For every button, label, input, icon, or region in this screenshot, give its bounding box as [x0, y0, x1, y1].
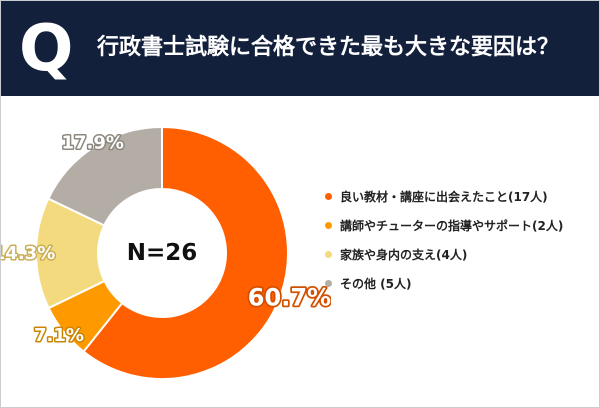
legend-label: その他 (5人) [340, 276, 412, 291]
percent-label-1: 60.7% [248, 284, 331, 312]
percent-label-3: 14.3% [1, 243, 55, 264]
center-label: N=26 [127, 240, 198, 266]
percent-label-4: 17.9% [61, 133, 123, 154]
legend-item-1: 良い教材・講座に出会えたこと(17人) [325, 187, 563, 205]
legend-item-3: 家族や身内の支え(4人) [325, 245, 563, 263]
percent-label-2: 7.1% [34, 325, 84, 346]
q-mark-icon: Q [19, 12, 74, 86]
chart-legend: 良い教材・講座に出会えたこと(17人) 講師やチューターの指導やサポート(2人) 家… [325, 187, 563, 303]
percent-labels: 60.7% 7.1% 14.3% 17.9% [1, 131, 331, 348]
legend-item-2: 講師やチューターの指導やサポート(2人) [325, 216, 563, 234]
legend-label: 家族や身内の支え(4人) [340, 247, 468, 262]
donut-slices [35, 125, 289, 380]
legend-label: 講師やチューターの指導やサポート(2人) [340, 218, 564, 233]
legend-dot-icon [325, 250, 332, 258]
legend-label: 良い教材・講座に出会えたこと(17人) [340, 189, 548, 204]
donut-slice-4 [46, 125, 163, 227]
donut-chart: N=26 60.7% 7.1% 14.3% 17.9% [1, 125, 331, 380]
question-title: 行政書士試験に合格できた最も大きな要因は？ [97, 35, 560, 60]
legend-dot-icon [325, 192, 332, 200]
legend-dot-icon [325, 221, 332, 229]
legend-item-4: その他 (5人) [325, 274, 563, 292]
legend-dot-icon [325, 279, 332, 287]
donut-slice-1 [82, 125, 289, 380]
question-header: Q 行政書士試験に合格できた最も大きな要因は？ [1, 1, 599, 96]
